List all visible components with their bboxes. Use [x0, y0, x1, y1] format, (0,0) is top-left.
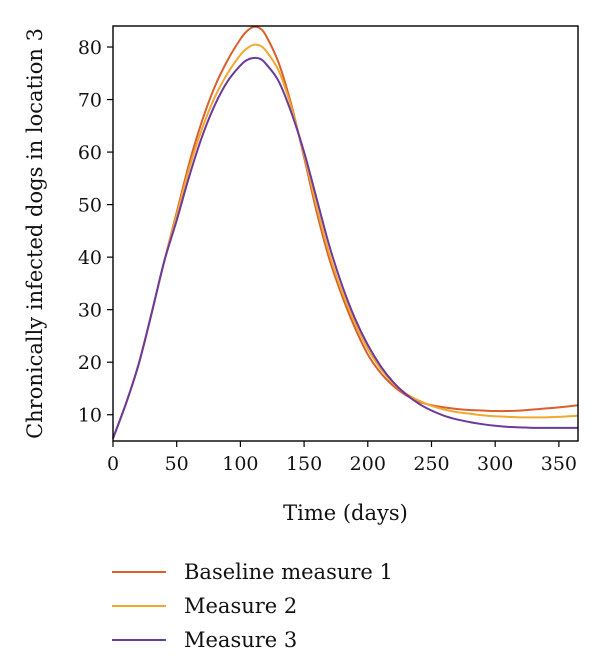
x-tick-label: 50: [165, 453, 189, 475]
series-line: [112, 43, 579, 439]
legend-label: Measure 3: [184, 628, 297, 652]
x-tick-label: 200: [350, 453, 386, 475]
axis-ticks: 0 50 100 150 200 250 300 350 10 20 30 40 50 60 70 80: [78, 37, 577, 475]
x-tick-label: 300: [477, 453, 513, 475]
x-tick-label: 250: [413, 453, 449, 475]
legend-label: Measure 2: [184, 594, 297, 618]
x-tick-label: 100: [222, 453, 258, 475]
legend-label: Baseline measure 1: [184, 560, 393, 584]
y-tick-label: 60: [78, 142, 102, 164]
x-tick-label: 0: [107, 453, 119, 475]
y-tick-label: 40: [78, 247, 102, 269]
series-lines: [112, 25, 579, 439]
y-tick-label: 80: [78, 37, 102, 59]
series-line: [112, 25, 579, 439]
series-line: [112, 56, 578, 439]
y-tick-label: 70: [78, 90, 102, 112]
y-axis-title: Chronically infected dogs in location 3: [23, 28, 47, 439]
plot-frame: [112, 25, 579, 442]
y-tick-label: 10: [78, 405, 102, 427]
y-tick-label: 20: [78, 352, 102, 374]
x-tick-label: 150: [286, 453, 322, 475]
y-tick-label: 30: [78, 300, 102, 322]
y-tick-label: 50: [78, 195, 102, 217]
x-tick-label: 350: [541, 453, 577, 475]
legend: Baseline measure 1 Measure 2 Measure 3: [112, 560, 393, 652]
x-axis-title: Time (days): [283, 501, 408, 525]
